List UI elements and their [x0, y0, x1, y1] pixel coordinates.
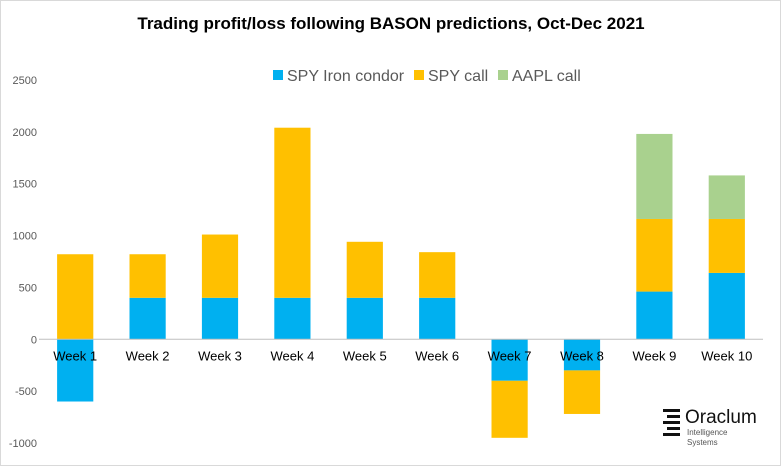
x-category-label: Week 5: [343, 348, 387, 363]
bar-segment: [636, 291, 673, 340]
legend: SPY Iron condor SPY call AAPL call: [273, 68, 581, 85]
legend-label: AAPL call: [512, 68, 581, 85]
bar-segment: [491, 339, 528, 381]
x-category-label: Week 4: [270, 348, 314, 363]
bar-segment: [636, 133, 673, 219]
legend-swatch: [414, 70, 424, 80]
x-category-label: Week 1: [53, 348, 97, 363]
logo-mark-icon: [663, 409, 680, 436]
legend-swatch: [498, 70, 508, 80]
bar-segment: [636, 218, 673, 292]
y-tick-label: 500: [19, 282, 37, 294]
y-tick-label: -500: [15, 386, 37, 398]
bar-segment: [708, 272, 745, 340]
logo-line-1: Intelligence: [687, 428, 728, 437]
bar-segment: [57, 339, 94, 402]
bar-segment: [129, 297, 166, 340]
bar-segment: [274, 297, 311, 340]
bar-segment: [708, 218, 745, 273]
bar-segment: [419, 297, 456, 340]
y-tick-label: 2000: [13, 127, 37, 139]
x-category-label: Week 2: [126, 348, 170, 363]
x-category-label: Week 6: [415, 348, 459, 363]
y-axis: 2500 2000 1500 1000 500 0 -500 -1000: [9, 75, 37, 450]
x-axis-labels: Week 1 Week 2 Week 3 Week 4 Week 5 Week 6 Week…: [53, 348, 752, 363]
bar-segment: [346, 241, 383, 298]
bar-segment: [57, 254, 94, 340]
bar-segment: [201, 297, 239, 340]
logo-line-2: Systems: [687, 438, 718, 447]
bars: [57, 127, 745, 438]
chart-title: Trading profit/loss following BASON pred…: [137, 14, 644, 33]
logo-name: Oraclum: [685, 407, 757, 428]
x-category-label: Week 8: [560, 348, 604, 363]
y-tick-label: -1000: [9, 438, 37, 450]
bar-segment: [491, 380, 528, 438]
x-category-label: Week 10: [701, 348, 752, 363]
y-tick-label: 1500: [13, 179, 37, 191]
bar-segment: [563, 339, 601, 371]
bar-segment: [563, 370, 601, 414]
bar-segment: [129, 254, 166, 298]
bar-segment: [708, 175, 745, 219]
bar-segment: [419, 252, 456, 298]
oraclum-logo: Oraclum Intelligence Systems: [663, 407, 757, 447]
legend-label: SPY call: [428, 68, 488, 85]
legend-swatch: [273, 70, 283, 80]
legend-label: SPY Iron condor: [287, 68, 405, 85]
bar-segment: [201, 234, 239, 298]
x-category-label: Week 3: [198, 348, 242, 363]
bar-segment: [274, 127, 311, 298]
y-tick-label: 1000: [13, 231, 37, 243]
y-tick-label: 0: [31, 334, 37, 346]
y-tick-label: 2500: [13, 75, 37, 87]
bar-segment: [346, 297, 383, 340]
x-category-label: Week 7: [488, 348, 532, 363]
x-category-label: Week 9: [632, 348, 676, 363]
